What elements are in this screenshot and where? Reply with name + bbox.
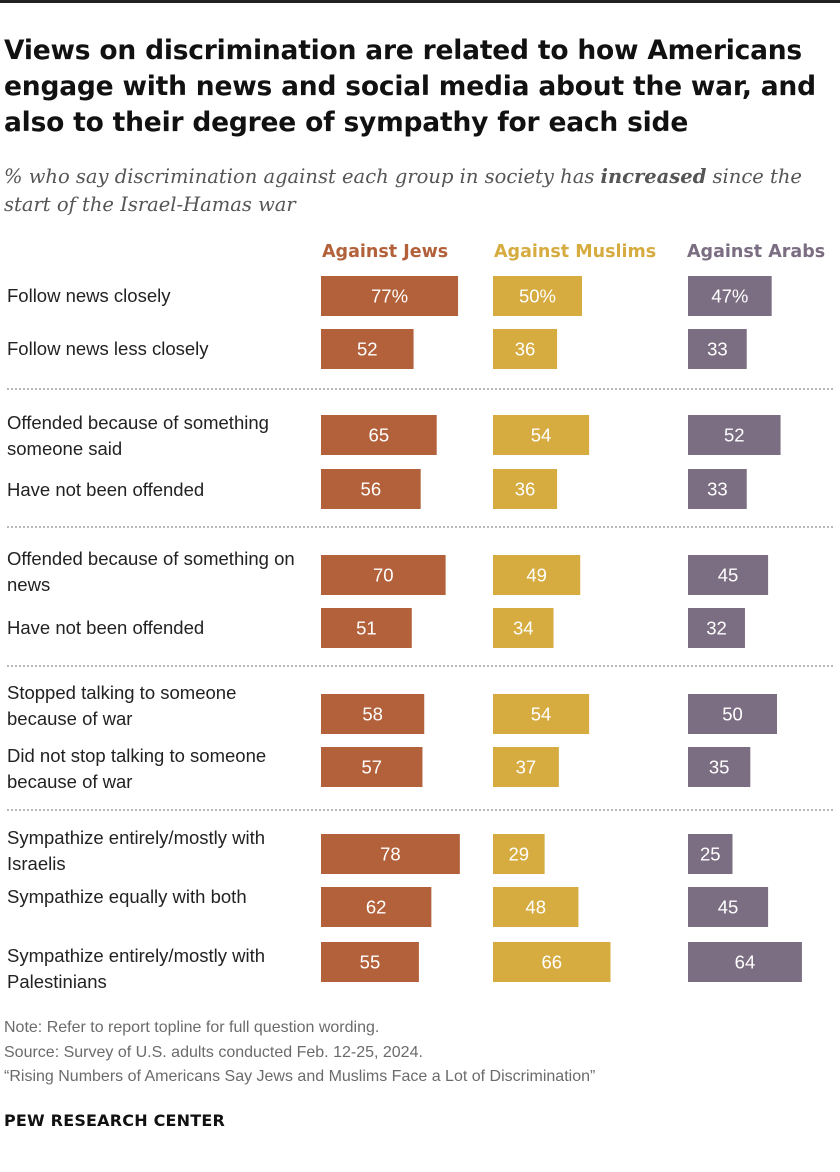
column-header-muslims: Against Muslims	[494, 242, 657, 262]
row-label: Sympathize entirely/mostly with Israelis	[7, 827, 266, 874]
bar-arabs	[688, 608, 745, 648]
row-label: Follow news closely	[7, 285, 171, 306]
bar-value-label: 45	[718, 565, 739, 586]
bar-value-label: 47%	[711, 286, 748, 307]
subtitle-text-start: % who say discrimination against each gr…	[4, 165, 601, 188]
column-header-arabs: Against Arabs	[687, 242, 826, 262]
bar-muslims	[493, 469, 558, 509]
bar-value-label: 50%	[519, 286, 556, 307]
bar-jews	[321, 415, 437, 455]
column-header-jews: Against Jews	[322, 242, 449, 262]
bar-muslims	[493, 555, 581, 595]
bar-value-label: 52	[724, 425, 745, 446]
bar-muslims	[493, 415, 590, 455]
chart-notes: Note: Refer to report topline for full q…	[4, 1016, 836, 1090]
group-divider	[7, 526, 833, 528]
bar-value-label: 58	[362, 704, 383, 725]
bar-value-label: 29	[509, 844, 530, 865]
bar-value-label: 55	[360, 952, 381, 973]
bar-muslims	[493, 834, 545, 874]
bar-value-label: 64	[735, 952, 756, 973]
bar-jews	[321, 276, 459, 316]
subtitle-text-end: since the start of the Israel-Hamas war	[4, 165, 802, 216]
bar-value-label: 33	[707, 339, 728, 360]
bar-jews	[321, 555, 446, 595]
bar-muslims	[493, 276, 582, 316]
chart-title: Views on discrimination are related to h…	[4, 35, 816, 138]
group-divider	[7, 809, 833, 811]
bar-arabs	[688, 415, 781, 455]
bar-arabs	[688, 469, 747, 509]
bar-value-label: 45	[718, 897, 739, 918]
bar-value-label: 51	[356, 618, 377, 639]
bar-jews	[321, 694, 425, 734]
bar-arabs	[688, 555, 769, 595]
subtitle-emphasis: increased	[600, 165, 707, 188]
bar-value-label: 50	[722, 704, 743, 725]
bar-muslims	[493, 694, 590, 734]
bar-jews	[321, 887, 432, 927]
bar-muslims	[493, 329, 558, 369]
bar-value-label: 35	[709, 757, 730, 778]
bar-muslims	[493, 942, 611, 982]
bar-value-label: 49	[526, 565, 547, 586]
bar-value-label: 33	[707, 479, 728, 500]
row-label: Sympathize entirely/mostly with Palestin…	[7, 945, 266, 992]
bar-value-label: 66	[541, 952, 562, 973]
source-text: Source: Survey of U.S. adults conducted …	[4, 1043, 423, 1061]
bar-value-label: 36	[515, 339, 536, 360]
bar-value-label: 48	[525, 897, 546, 918]
bar-value-label: 32	[706, 618, 727, 639]
row-label: Have not been offended	[7, 479, 205, 500]
brand-logo-text: PEW RESEARCH CENTER	[4, 1111, 226, 1130]
top-rule	[0, 0, 840, 3]
group-divider	[7, 388, 833, 390]
bar-value-label: 78	[380, 844, 401, 865]
bar-muslims	[493, 608, 554, 648]
bar-value-label: 25	[700, 844, 721, 865]
bar-arabs	[688, 887, 769, 927]
bar-value-label: 77%	[371, 286, 408, 307]
group-divider	[7, 665, 833, 667]
row-label: Stopped talking to someone because of wa…	[7, 682, 237, 729]
bar-value-label: 52	[357, 339, 378, 360]
row-label: Did not stop talking to someone because …	[7, 745, 267, 792]
bar-value-label: 36	[515, 479, 536, 500]
bar-jews	[321, 747, 423, 787]
bar-jews	[321, 469, 421, 509]
note-text: Note: Refer to report topline for full q…	[4, 1019, 380, 1036]
bar-value-label: 54	[531, 425, 552, 446]
report-title-text: “Rising Numbers of Americans Say Jews an…	[4, 1068, 596, 1085]
row-label: Offended because of something someone sa…	[7, 412, 269, 459]
bar-arabs	[688, 694, 777, 734]
bar-value-label: 70	[373, 565, 394, 586]
bar-arabs	[688, 276, 772, 316]
bar-jews	[321, 329, 414, 369]
bar-jews	[321, 942, 419, 982]
chart-subtitle: % who say discrimination against each gr…	[4, 163, 836, 219]
bar-arabs	[688, 942, 802, 982]
row-label: Have not been offended	[7, 617, 205, 638]
bar-value-label: 57	[361, 757, 382, 778]
row-label: Follow news less closely	[7, 338, 209, 359]
bar-arabs	[688, 834, 733, 874]
bar-muslims	[493, 887, 579, 927]
bar-value-label: 54	[531, 704, 552, 725]
bar-value-label: 62	[366, 897, 387, 918]
bar-arabs	[688, 329, 747, 369]
bar-jews	[321, 834, 460, 874]
bar-value-label: 65	[369, 425, 390, 446]
bar-value-label: 34	[513, 618, 534, 639]
bar-value-label: 37	[516, 757, 537, 778]
row-label: Sympathize equally with both	[7, 886, 247, 907]
bar-jews	[321, 608, 412, 648]
bar-value-label: 56	[361, 479, 382, 500]
bar-muslims	[493, 747, 559, 787]
bar-arabs	[688, 747, 751, 787]
row-label: Offended because of something on news	[7, 548, 295, 595]
